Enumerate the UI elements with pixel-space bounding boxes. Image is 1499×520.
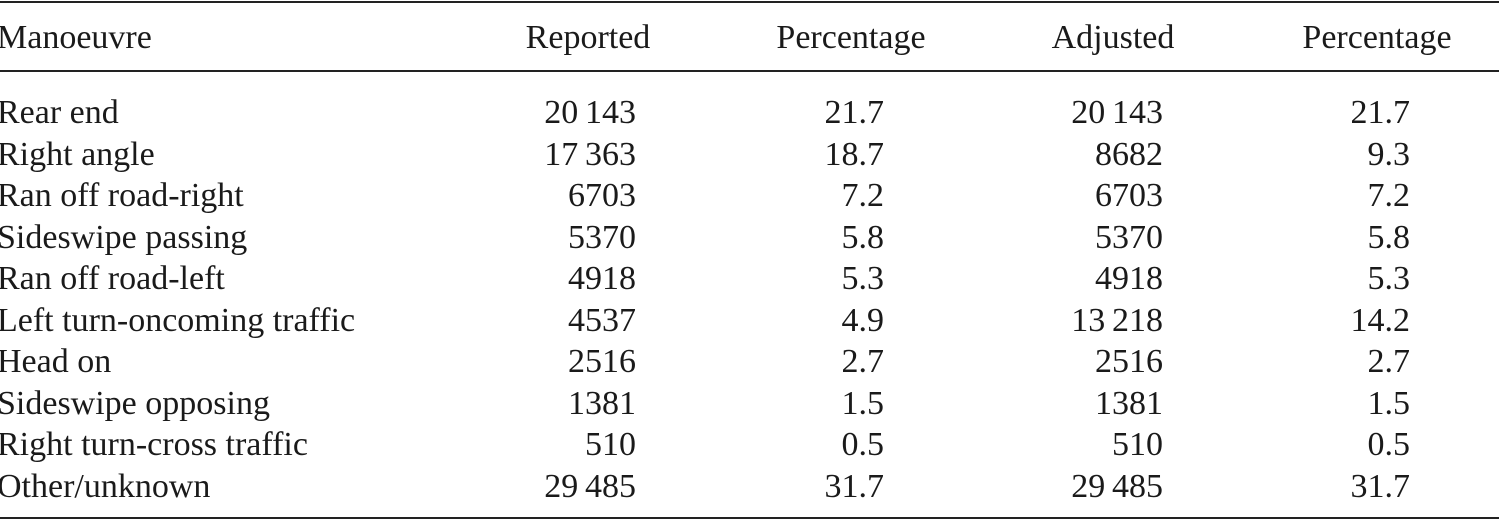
table-cell: 1.5	[1367, 384, 1411, 422]
table-cell: 5.8	[1367, 218, 1411, 256]
table-cell: 14.2	[1350, 301, 1411, 339]
row-label: Left turn-oncoming traffic	[0, 301, 356, 339]
header-cell: Adjusted	[1051, 19, 1175, 56]
table-cell: 0.5	[1367, 426, 1411, 463]
table-cell: 6703	[1095, 177, 1163, 214]
table-cell: 8682	[1095, 135, 1163, 173]
table-cell: 5.8	[841, 218, 885, 256]
table-cell: 21.7	[1350, 94, 1411, 131]
table-cell: 510	[585, 426, 636, 463]
table-cell: 21.7	[824, 94, 885, 131]
header-cell: Percentage	[776, 19, 926, 56]
table-cell: 1381	[1095, 384, 1163, 422]
row-label: Ran off road-right	[0, 177, 244, 214]
header-cell: Reported	[525, 19, 651, 56]
table-cell: 31.7	[824, 467, 885, 505]
table-cell: 5370	[1095, 218, 1163, 256]
table-cell: 17 363	[544, 135, 636, 173]
header-rule	[0, 70, 1499, 72]
table-cell: 9.3	[1367, 135, 1411, 173]
table-cell: 0.5	[841, 426, 885, 463]
table-cell: 4537	[568, 301, 636, 339]
table-cell: 1381	[568, 384, 636, 422]
table-cell: 7.2	[841, 177, 885, 214]
table-cell: 13 218	[1071, 301, 1163, 339]
table-cell: 2516	[1095, 343, 1163, 380]
table-cell: 18.7	[824, 135, 885, 173]
table-cell: 29 485	[544, 467, 636, 505]
table-cell: 4918	[568, 260, 636, 297]
row-label: Ran off road-left	[0, 260, 225, 297]
table-cell: 20 143	[544, 94, 636, 131]
top-rule	[0, 1, 1499, 3]
table-cell: 6703	[568, 177, 636, 214]
table-cell: 20 143	[1071, 94, 1163, 131]
header-cell: Manoeuvre	[0, 19, 152, 56]
table-cell: 1.5	[841, 384, 885, 422]
table-cell: 5370	[568, 218, 636, 256]
row-label: Rear end	[0, 94, 119, 131]
table-cell: 5.3	[1367, 260, 1411, 297]
table-cell: 4.9	[841, 301, 885, 339]
table-cell: 2516	[568, 343, 636, 380]
table-cell: 4918	[1095, 260, 1163, 297]
row-label: Sideswipe opposing	[0, 384, 270, 422]
table-cell: 29 485	[1071, 467, 1163, 505]
header-cell: Percentage	[1302, 19, 1452, 56]
row-label: Right turn-cross traffic	[0, 426, 308, 463]
table-cell: 510	[1112, 426, 1163, 463]
row-label: Right angle	[0, 135, 155, 173]
row-label: Head on	[0, 343, 112, 380]
table-cell: 7.2	[1367, 177, 1411, 214]
table-cell: 2.7	[1367, 343, 1411, 380]
row-label: Other/unknown	[0, 467, 211, 505]
table-cell: 2.7	[841, 343, 885, 380]
row-label: Sideswipe passing	[0, 218, 248, 256]
bottom-rule	[0, 517, 1499, 519]
table-cell: 31.7	[1350, 467, 1411, 505]
table-cell: 5.3	[841, 260, 885, 297]
